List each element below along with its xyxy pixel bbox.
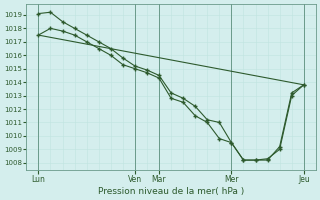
- X-axis label: Pression niveau de la mer( hPa ): Pression niveau de la mer( hPa ): [98, 187, 244, 196]
